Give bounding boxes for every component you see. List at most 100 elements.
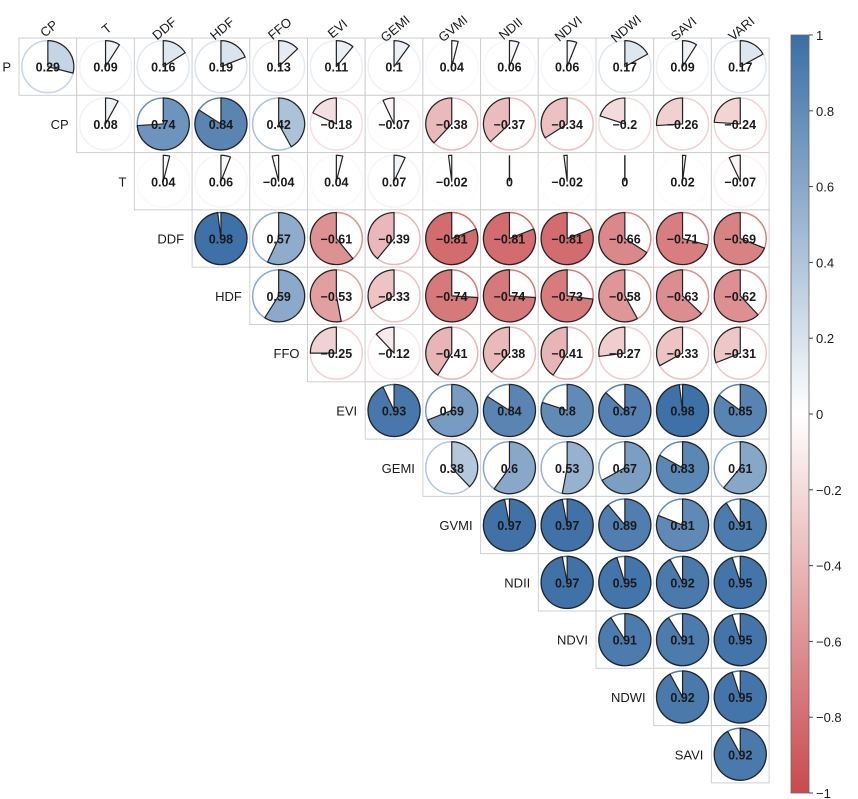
value-label: −0.63 (667, 290, 699, 304)
matrix-cell: 0.98 (191, 209, 251, 268)
pie-slice (540, 555, 594, 609)
pie-slice (47, 40, 75, 74)
matrix-cell: −0.38 (422, 94, 482, 154)
pie-slice (540, 383, 594, 438)
matrix-cell: 0.95 (710, 610, 770, 669)
pie-slice (599, 97, 626, 125)
matrix-cell: 0.8 (537, 381, 597, 440)
matrix-cell: 0.19 (191, 37, 251, 96)
value-label: 0 (621, 175, 628, 189)
pie-slice (220, 154, 232, 182)
matrix-cell: 0.67 (595, 438, 655, 497)
value-label: 0.06 (497, 61, 521, 75)
value-label: −0.39 (378, 233, 410, 247)
pie-slice (482, 211, 537, 266)
matrix-cell: −0.81 (480, 209, 539, 268)
value-label: 0.53 (555, 462, 579, 476)
matrix-cell: 0.06 (480, 37, 539, 96)
matrix-cell: −0.81 (422, 209, 482, 268)
pie-slice (162, 154, 171, 182)
matrix-cell: 0.93 (364, 381, 424, 440)
matrix-cell: −0.18 (307, 94, 366, 154)
pie-slice (624, 40, 649, 68)
pie-slice (598, 555, 652, 609)
value-label: 0.69 (440, 404, 464, 418)
matrix-cell: 0.11 (307, 37, 366, 96)
pie-slice (563, 154, 568, 182)
pie-slice (540, 326, 568, 376)
matrix-cell: 0.81 (653, 495, 712, 555)
matrix-cell: 0.84 (480, 381, 539, 440)
matrix-cell: −0.37 (480, 94, 539, 154)
matrix-cell: 0.09 (76, 37, 135, 96)
pie-slice (425, 269, 479, 323)
pie-slice (713, 326, 741, 364)
pie-slice (713, 727, 767, 781)
matrix-cell: 0.83 (653, 438, 712, 497)
value-label: 0.95 (728, 576, 752, 590)
value-label: −0.74 (436, 290, 468, 304)
value-label: −0.2 (613, 118, 638, 132)
pie-slice (367, 269, 395, 309)
value-label: 0.42 (266, 118, 290, 132)
matrix-cell: 0.09 (653, 37, 712, 96)
value-label: −0.25 (321, 347, 353, 361)
colorbar-tick-label: 0.4 (816, 255, 834, 270)
pie-slice (540, 269, 594, 323)
pie-slice (136, 97, 190, 151)
matrix-cell: −0.33 (653, 324, 712, 383)
matrix-cell: 0.02 (653, 152, 712, 211)
pie-slice (425, 97, 453, 144)
pie-slice (393, 40, 410, 68)
pie-slice (655, 613, 710, 667)
pie-slice (655, 326, 684, 367)
matrix-cell: 0.17 (710, 37, 770, 96)
value-label: 0.57 (266, 233, 290, 247)
value-label: −0.81 (436, 233, 468, 247)
pie-slice (713, 498, 767, 552)
colorbar-gradient (790, 34, 810, 794)
pie-slice (451, 40, 459, 68)
pie-slice (382, 97, 395, 125)
matrix-cell: 0.95 (710, 553, 770, 612)
value-label: −0.18 (321, 118, 353, 132)
value-label: −0.41 (551, 347, 583, 361)
value-label: 0.89 (613, 519, 637, 533)
pie-slice (482, 269, 536, 323)
pie-slice (447, 154, 453, 182)
value-label: 0.97 (497, 519, 521, 533)
value-label: −0.34 (551, 118, 583, 132)
colorbar-tick-label: 0.2 (816, 331, 834, 346)
colorbar: 1 0.8 0.6 0.4 0.2 0 −0.2 −0.4 −0.6 −0.8 −1 (790, 28, 842, 799)
pie-slice (266, 211, 306, 266)
value-label: 0.8 (558, 404, 575, 418)
pie-slice (540, 211, 594, 266)
pie-slice (598, 269, 638, 323)
pie-slice (598, 613, 652, 667)
colorbar-tick-label: 0.6 (816, 180, 834, 195)
pie-slice (739, 40, 764, 68)
row-labels: P CP T DDF HDF FFO EVI GEMI GVMI NDII NDVI NDWI SAVI (2, 60, 703, 763)
pie-slice (566, 40, 578, 68)
pie-slice (335, 40, 354, 68)
matrix-cell: −0.41 (422, 324, 482, 383)
value-label: −0.61 (321, 233, 353, 247)
value-label: 0.06 (555, 61, 579, 75)
value-label: 0.04 (440, 61, 464, 75)
pie-slice (271, 154, 280, 182)
value-label: 0.61 (728, 462, 752, 476)
value-label: 0.38 (440, 462, 464, 476)
pie-slice (104, 40, 121, 68)
pie-slice (194, 211, 248, 266)
value-label: −0.04 (263, 175, 295, 189)
value-label: −0.74 (494, 290, 526, 304)
matrix-cell: −0.25 (307, 324, 366, 383)
matrix-cell: 0.69 (422, 381, 482, 440)
pie-slice (278, 40, 299, 68)
value-label: 0.81 (670, 519, 694, 533)
pie-slice (655, 211, 709, 266)
value-label: 0.95 (728, 691, 752, 705)
matrix-cell: 0.95 (710, 667, 770, 727)
row-label: DDF (157, 232, 184, 247)
pie-slice (540, 97, 568, 139)
